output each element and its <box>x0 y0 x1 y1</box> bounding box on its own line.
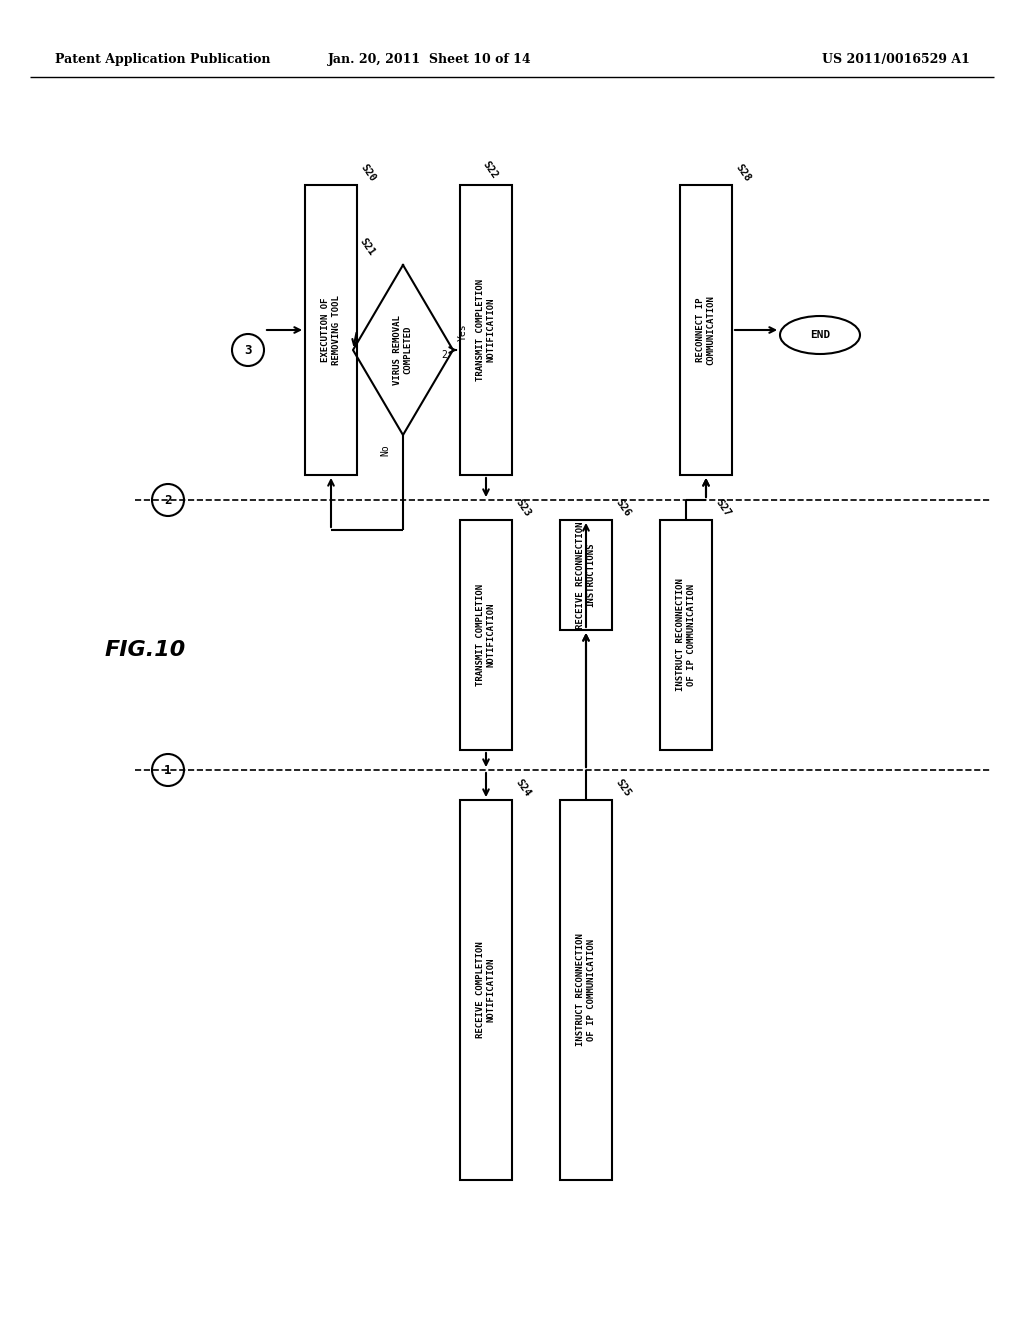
Bar <box>560 520 612 630</box>
Bar <box>305 185 357 475</box>
Text: S23: S23 <box>514 498 532 519</box>
Text: VIRUS REMOVAL
COMPLETED: VIRUS REMOVAL COMPLETED <box>393 315 413 385</box>
Text: RECEIVE RECONNECTION
INSTRUCTIONS: RECEIVE RECONNECTION INSTRUCTIONS <box>577 521 596 628</box>
Text: S20: S20 <box>359 162 378 183</box>
Bar <box>460 520 512 750</box>
Text: S25: S25 <box>614 777 633 799</box>
Text: END: END <box>810 330 830 341</box>
Text: EXECUTION OF
REMOVING TOOL: EXECUTION OF REMOVING TOOL <box>322 296 341 364</box>
Text: TRANSMIT COMPLETION
NOTIFICATION: TRANSMIT COMPLETION NOTIFICATION <box>476 279 496 381</box>
Text: Patent Application Publication: Patent Application Publication <box>55 54 270 66</box>
Text: RECEIVE COMPLETION
NOTIFICATION: RECEIVE COMPLETION NOTIFICATION <box>476 941 496 1039</box>
Text: S22: S22 <box>481 160 500 181</box>
Bar <box>660 520 712 750</box>
Text: 2: 2 <box>441 350 446 360</box>
Bar <box>460 185 512 475</box>
Text: Jan. 20, 2011  Sheet 10 of 14: Jan. 20, 2011 Sheet 10 of 14 <box>328 54 531 66</box>
Text: S27: S27 <box>714 498 733 519</box>
Bar <box>460 800 512 1180</box>
Text: TRANSMIT COMPLETION
NOTIFICATION: TRANSMIT COMPLETION NOTIFICATION <box>476 583 496 686</box>
Text: S21: S21 <box>358 236 377 257</box>
Text: US 2011/0016529 A1: US 2011/0016529 A1 <box>822 54 970 66</box>
Text: S28: S28 <box>734 162 753 183</box>
Text: FIG.10: FIG.10 <box>105 640 186 660</box>
Text: INSTRUCT RECONNECTION
OF IP COMMUNICATION: INSTRUCT RECONNECTION OF IP COMMUNICATIO… <box>577 933 596 1047</box>
Text: RECONNECT IP
COMMUNICATION: RECONNECT IP COMMUNICATION <box>696 296 716 364</box>
Text: INSTRUCT RECONNECTION
OF IP COMMUNICATION: INSTRUCT RECONNECTION OF IP COMMUNICATIO… <box>676 578 695 692</box>
Text: No: No <box>380 444 390 455</box>
Text: 1: 1 <box>164 763 172 776</box>
Text: S24: S24 <box>514 777 532 799</box>
Text: S26: S26 <box>614 498 633 519</box>
Bar <box>560 800 612 1180</box>
Text: 2: 2 <box>164 494 172 507</box>
Text: 3: 3 <box>245 343 252 356</box>
Ellipse shape <box>780 315 860 354</box>
Text: Yes: Yes <box>458 323 468 341</box>
Bar <box>680 185 732 475</box>
